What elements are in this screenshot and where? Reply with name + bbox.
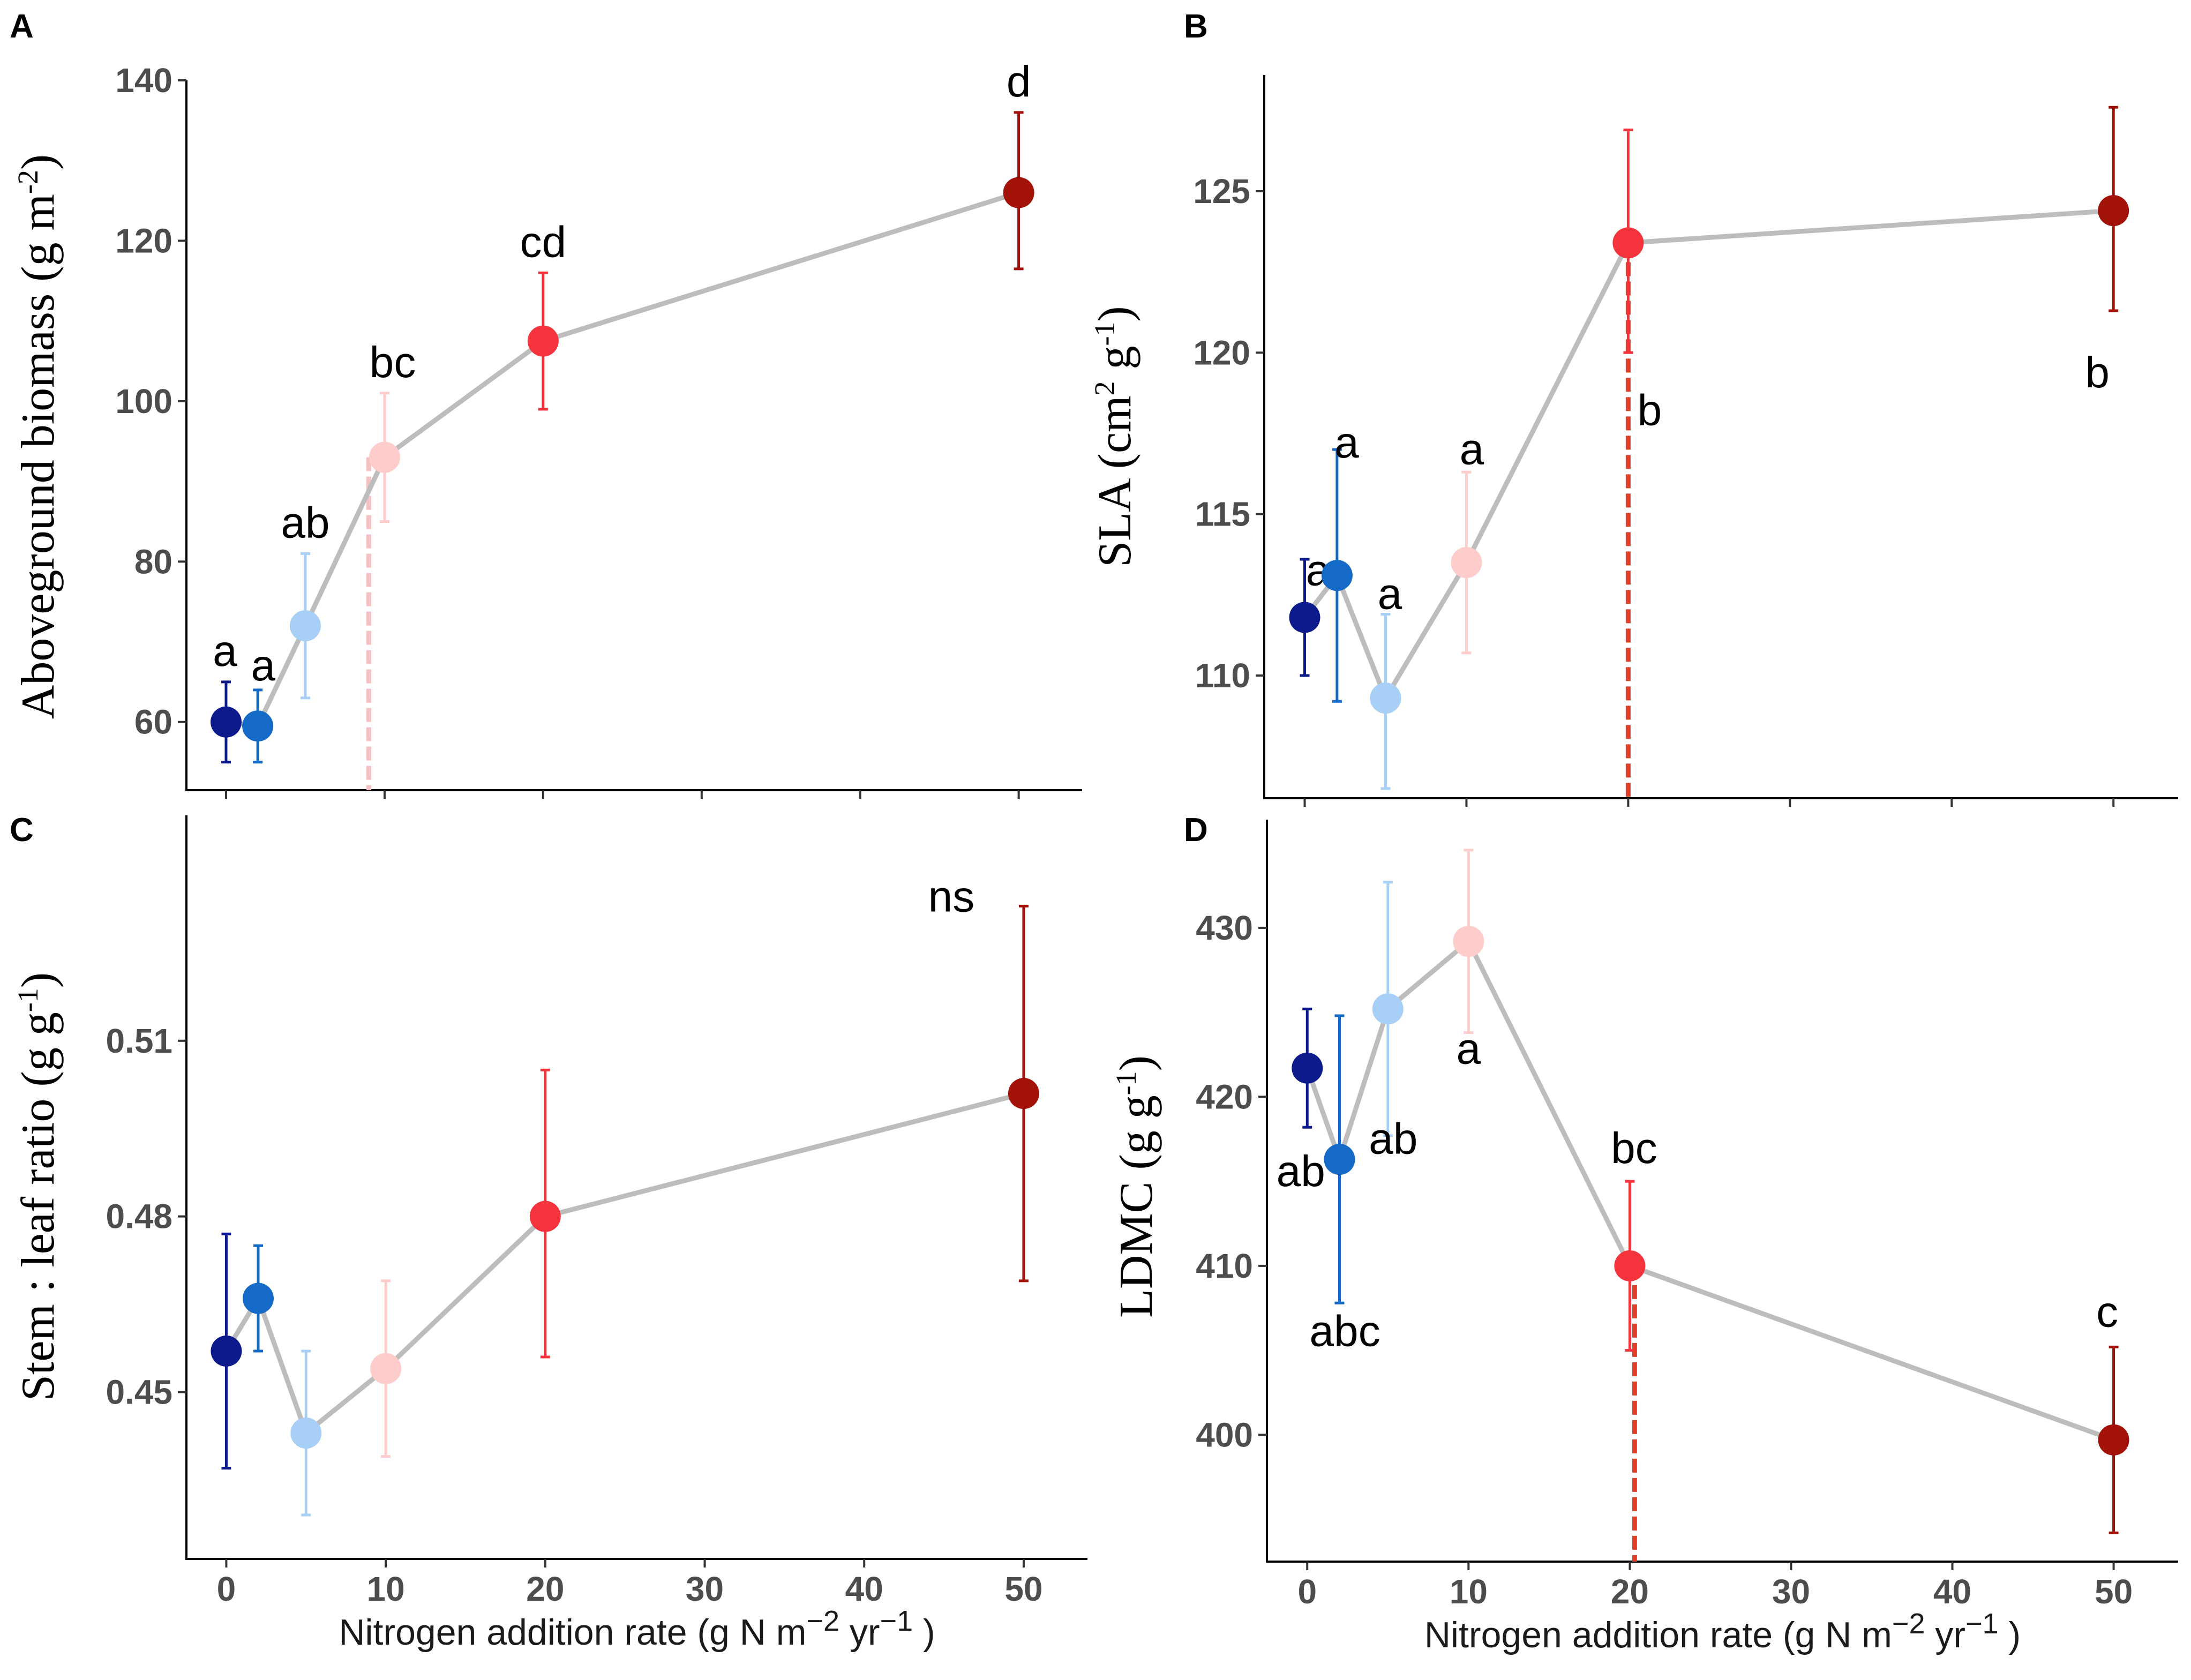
y-tick-label: 410 <box>1196 1247 1253 1285</box>
trend-line <box>226 1093 1023 1433</box>
y-tick-label: 115 <box>1195 495 1250 534</box>
panel-c: C 0.45 0.48 0.51 0 10 20 30 40 50 Stem : leaf rati… <box>10 812 1087 1653</box>
significance-label: b <box>1638 386 1662 434</box>
data-point <box>243 1283 274 1314</box>
x-axis-label: Nitrogen addition rate (g N m−2 yr−1 ) <box>1424 1608 2021 1655</box>
data-point <box>211 707 242 738</box>
significance-label: a <box>1457 1025 1481 1074</box>
x-tick-label: 30 <box>686 1570 724 1608</box>
y-tick-label: 400 <box>1196 1415 1253 1454</box>
significance-label: a <box>213 627 237 676</box>
data-point <box>369 442 400 473</box>
x-tick-label: 20 <box>1611 1572 1649 1611</box>
significance-label: a <box>1460 425 1484 474</box>
significance-label: bc <box>1611 1124 1657 1173</box>
data-point <box>1003 177 1034 208</box>
data-point <box>1324 1144 1355 1175</box>
data-point <box>1612 227 1644 258</box>
x-tick-label: 10 <box>1450 1572 1488 1611</box>
data-point <box>370 1353 401 1384</box>
y-tick-label: 0.48 <box>106 1197 172 1236</box>
data-point <box>211 1336 242 1367</box>
y-tick-label: 140 <box>115 61 172 100</box>
significance-label: bc <box>370 338 416 387</box>
x-axis-label: Nitrogen addition rate (g N m−2 yr−1 ) <box>339 1605 935 1653</box>
significance-label: ab <box>1369 1114 1417 1163</box>
figure-canvas: A6080100120140Aboveground biomass (g m-2… <box>0 0 2191 1680</box>
significance-label: c <box>2096 1287 2118 1336</box>
y-tick-label: 110 <box>1195 656 1250 695</box>
significance-label: b <box>2085 348 2110 397</box>
x-tick-label: 0 <box>217 1570 236 1608</box>
data-point <box>2098 1424 2129 1456</box>
y-tick-label: 125 <box>1193 172 1250 211</box>
y-tick-label: 80 <box>134 542 172 581</box>
y-tick-label: 120 <box>1193 333 1250 372</box>
data-point <box>2098 195 2129 226</box>
data-point <box>1614 1250 1645 1281</box>
x-tick-label: 30 <box>1772 1572 1810 1611</box>
data-point <box>1372 993 1404 1024</box>
y-tick-label: 120 <box>115 221 172 260</box>
significance-label: d <box>1007 57 1031 106</box>
axis-lines <box>186 80 1082 790</box>
y-tick-label: 0.45 <box>106 1373 172 1412</box>
x-tick-label: 40 <box>845 1570 883 1608</box>
data-point <box>1008 1078 1039 1109</box>
panel-letter: B <box>1184 8 1208 45</box>
significance-label: a <box>1378 569 1402 618</box>
significance-label: ab <box>281 498 329 547</box>
panel-letter: A <box>10 8 34 45</box>
data-point <box>530 1201 561 1232</box>
axis-lines <box>1264 75 2178 798</box>
y-tick-label: 430 <box>1196 909 1253 947</box>
data-point <box>528 326 559 357</box>
data-point <box>290 610 321 641</box>
panel-letter: C <box>10 812 34 849</box>
axis-lines <box>1267 820 2178 1562</box>
trend-line <box>1304 211 2113 698</box>
axis-lines <box>186 815 1087 1559</box>
panel-a: A 60 80 100 120 140 Aboveground biomass (g m-2… <box>10 8 1082 799</box>
data-point <box>242 710 273 741</box>
data-point <box>1453 926 1484 957</box>
data-point <box>1292 1053 1323 1084</box>
panel-letter: D <box>1184 812 1208 849</box>
y-axis-label: SLA (cm2 g-1) <box>1089 306 1141 567</box>
significance-label: a <box>251 641 275 690</box>
y-tick-label: 420 <box>1196 1077 1253 1116</box>
data-point <box>1370 682 1401 714</box>
x-tick-label: 10 <box>367 1570 405 1608</box>
data-point <box>1451 547 1482 578</box>
y-tick-label: 60 <box>134 703 172 741</box>
trend-line <box>1307 941 2113 1440</box>
significance-label: ns <box>928 872 975 921</box>
data-point <box>1322 560 1353 591</box>
trend-line <box>226 193 1019 726</box>
data-point <box>290 1418 321 1449</box>
y-tick-label: 100 <box>115 382 172 421</box>
y-axis-label: Aboveground biomass (g m-2) <box>12 154 64 719</box>
panel-d: D 400 410 420 430 0 10 20 30 40 50 LDMC (g g-1) Nitr… <box>1110 812 2178 1655</box>
significance-label: abc <box>1309 1307 1380 1355</box>
data-point <box>1289 602 1320 633</box>
significance-label: ab <box>1277 1147 1325 1196</box>
x-tick-label: 50 <box>2095 1572 2133 1611</box>
y-axis-label: Stem : leaf ratio (g g-1) <box>12 972 64 1401</box>
y-tick-label: 0.51 <box>106 1022 172 1060</box>
y-axis-label: LDMC (g g-1) <box>1110 1055 1162 1318</box>
x-tick-label: 0 <box>1297 1572 1317 1611</box>
significance-label: cd <box>520 218 567 266</box>
significance-label: a <box>1334 418 1359 467</box>
x-tick-label: 40 <box>1933 1572 1971 1611</box>
x-tick-label: 50 <box>1004 1570 1042 1608</box>
x-tick-label: 20 <box>526 1570 564 1608</box>
